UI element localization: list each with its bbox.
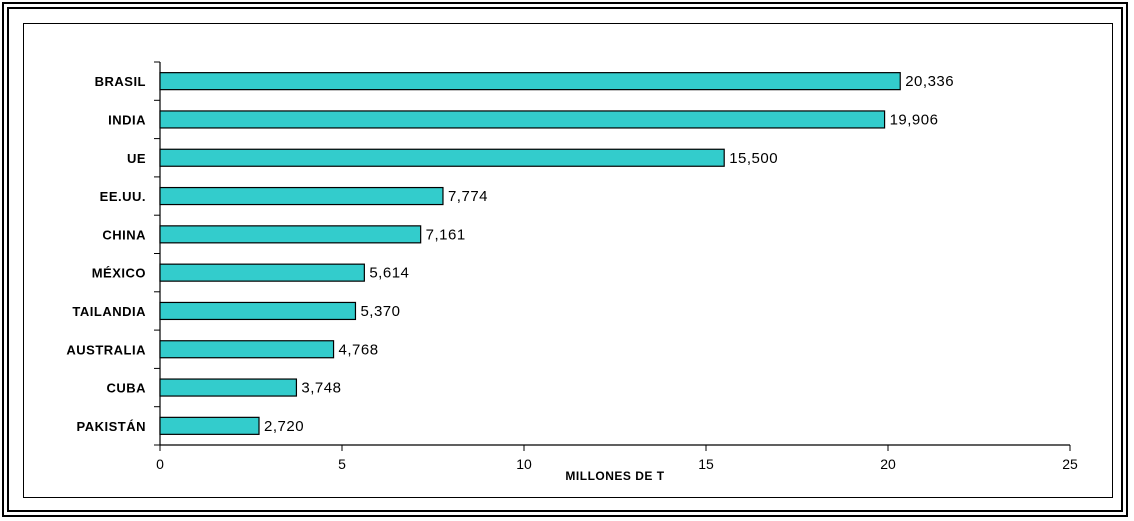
value-label: 5,614 <box>369 265 409 282</box>
bar-china <box>159 225 422 244</box>
value-label: 3,748 <box>301 380 341 397</box>
x-tick-label: 25 <box>1062 456 1078 472</box>
category-label: CUBA <box>106 381 146 396</box>
value-labels: 20,336 19,906 15,500 7,774 7,161 5,614 5,370 4,… <box>264 73 954 435</box>
x-tick-label: 0 <box>156 456 164 472</box>
x-tick-label: 20 <box>880 456 896 472</box>
category-label: BRASIL <box>95 74 146 89</box>
x-tick-label: 5 <box>338 456 346 472</box>
category-labels: BRASIL INDIA UE EE.UU. CHINA MÉXICO TAILANDIA A… <box>66 74 146 434</box>
bar-ee-uu- <box>159 186 444 206</box>
bar-india <box>159 110 886 129</box>
x-ticks: 0 5 10 15 20 25 <box>156 445 1078 472</box>
value-label: 20,336 <box>905 73 954 90</box>
bar-m-xico <box>159 263 365 282</box>
category-label: INDIA <box>108 112 146 127</box>
category-label: CHINA <box>102 227 146 242</box>
bars-group <box>159 72 901 435</box>
value-label: 4,768 <box>339 341 379 358</box>
bar-tailandia <box>159 301 357 321</box>
category-label: MÉXICO <box>92 266 146 281</box>
bar-australia <box>159 340 335 359</box>
category-label: EE.UU. <box>100 189 146 204</box>
category-label: TAILANDIA <box>72 304 146 319</box>
bar-ue <box>159 148 725 167</box>
value-label: 2,720 <box>264 418 304 435</box>
category-label: UE <box>127 151 146 166</box>
x-axis-title: MILLONES DE T <box>565 469 664 483</box>
x-tick-label: 10 <box>516 456 532 472</box>
value-label: 15,500 <box>729 150 778 167</box>
value-label: 7,774 <box>448 188 488 205</box>
inner-border <box>7 7 1123 512</box>
category-label: AUSTRALIA <box>66 342 146 357</box>
value-label: 19,906 <box>890 111 939 128</box>
value-label: 7,161 <box>426 226 466 243</box>
bar-cuba <box>159 378 298 397</box>
value-label: 5,370 <box>360 303 400 320</box>
bar-pakist-n <box>159 416 260 435</box>
chart-frame <box>23 23 1113 498</box>
category-label: PAKISTÁN <box>77 419 146 434</box>
bar-brasil <box>159 72 901 91</box>
x-tick-label: 15 <box>698 456 714 472</box>
